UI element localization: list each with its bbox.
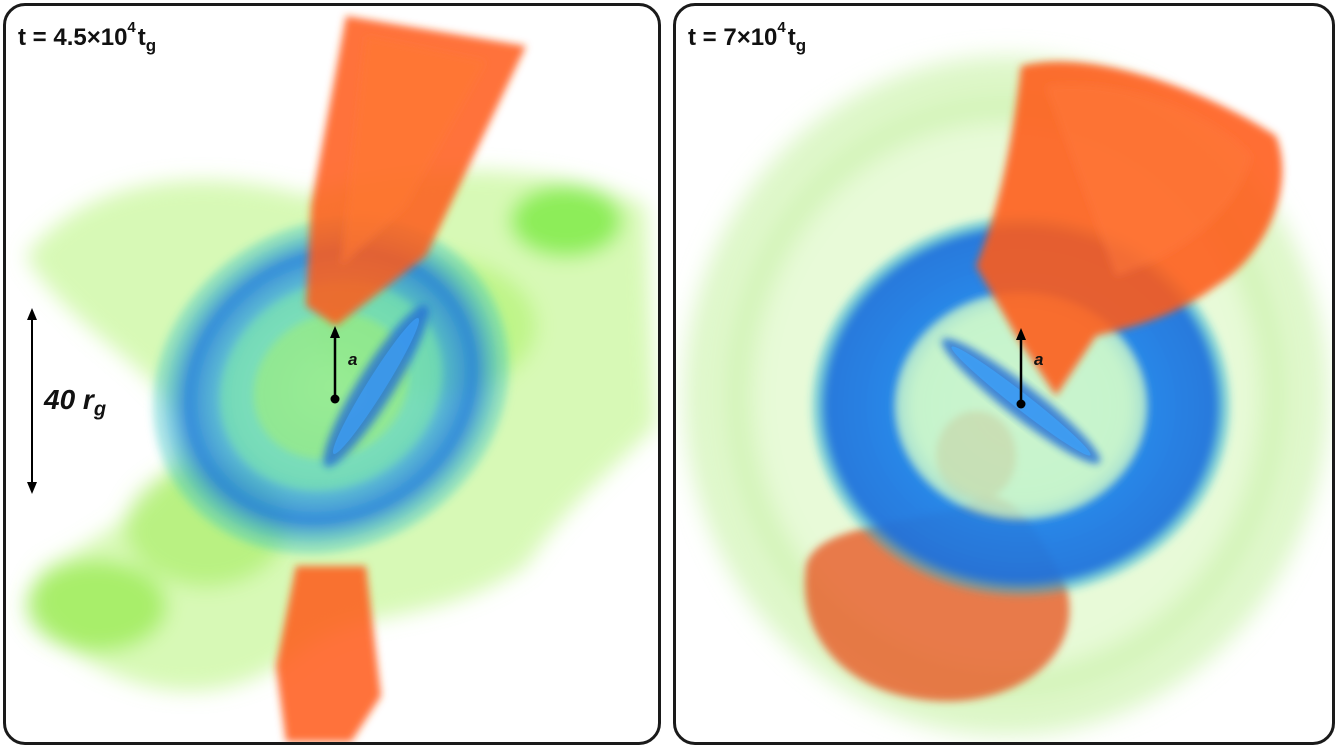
spin-vector xyxy=(330,326,340,404)
panel-right: t = 7×104 tg a xyxy=(673,3,1335,745)
scale-bar xyxy=(27,308,37,494)
time-exponent: 4 xyxy=(127,19,136,36)
accretion-disk xyxy=(152,217,510,555)
time-label-right: t = 7×104 tg xyxy=(688,18,806,60)
spin-vector xyxy=(1016,328,1026,409)
panel-left: t = 4.5×104 tg 40 rg a xyxy=(3,3,661,745)
time-variable: t xyxy=(787,24,796,51)
time-exponent: 4 xyxy=(777,19,786,36)
jet-lower xyxy=(276,566,381,742)
time-prefix: t = 4.5×10 xyxy=(18,24,128,51)
time-subscript: g xyxy=(145,35,157,55)
simulation-render-right xyxy=(685,56,1327,736)
time-label-left: t = 4.5×104 tg xyxy=(18,18,156,60)
jet-upper xyxy=(976,61,1283,397)
time-prefix: t = 7×10 xyxy=(688,24,778,51)
simulation-render-left xyxy=(26,16,656,742)
time-subscript: g xyxy=(795,35,807,55)
jet-upper xyxy=(306,16,526,326)
scale-subscript: g xyxy=(93,398,107,421)
spin-label-left: a xyxy=(348,350,358,369)
scale-label: 40 rg xyxy=(44,384,106,422)
inner-disk xyxy=(323,304,429,468)
scale-value: 40 r xyxy=(44,384,94,415)
time-variable: t xyxy=(137,24,146,51)
spin-label-right: a xyxy=(1034,350,1044,369)
